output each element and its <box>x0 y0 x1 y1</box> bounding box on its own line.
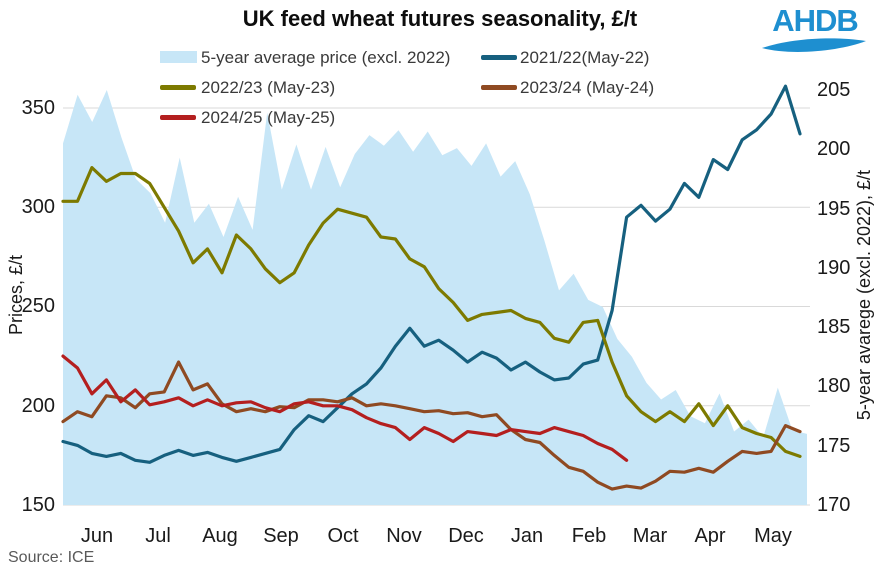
right-axis-tick-185: 185 <box>817 316 851 338</box>
legend-swatch-2024-25 <box>160 115 196 120</box>
left-axis-tick-200: 200 <box>21 395 55 417</box>
x-axis-label-jan: Jan <box>510 525 544 547</box>
x-axis-label-may: May <box>754 525 792 547</box>
ahdb-logo: AHDB <box>760 4 870 56</box>
right-axis-tick-190: 190 <box>817 257 851 279</box>
x-axis-label-apr: Apr <box>694 525 726 547</box>
left-axis-title: Prices, £/t <box>6 254 26 336</box>
x-axis-label-oct: Oct <box>327 525 359 547</box>
legend-swatch-5yr-area <box>160 51 197 63</box>
ahdb-logo-text: AHDB <box>772 3 859 38</box>
right-axis-title: 5-year avarege (excl. 2022), £/t <box>854 169 874 421</box>
x-axis-label-feb: Feb <box>571 525 607 547</box>
legend-swatch-2022-23 <box>160 85 196 90</box>
right-axis-tick-205: 205 <box>817 79 851 101</box>
right-axis-tick-175: 175 <box>817 435 851 457</box>
x-axis-label-jul: Jul <box>145 525 171 547</box>
chart-title: UK feed wheat futures seasonality, £/t <box>242 6 638 31</box>
left-axis-tick-300: 300 <box>21 196 55 218</box>
left-axis-tick-350: 350 <box>21 97 55 119</box>
x-axis-label-jun: Jun <box>80 525 114 547</box>
source-note: Source: ICE <box>8 549 95 566</box>
ahdb-logo-swoosh-icon <box>762 38 866 52</box>
x-axis-label-dec: Dec <box>448 525 484 547</box>
left-axis-tick-150: 150 <box>21 494 55 516</box>
legend-label-2021-22: 2021/22(May-22) <box>520 48 650 67</box>
legend-label-2023-24: 2023/24 (May-24) <box>520 78 655 97</box>
x-axis-label-mar: Mar <box>632 525 668 547</box>
legend-label-2024-25: 2024/25 (May-25) <box>201 108 336 127</box>
legend-swatch-2023-24 <box>481 85 517 90</box>
right-axis-tick-180: 180 <box>817 375 851 397</box>
right-axis-tick-200: 200 <box>817 138 851 160</box>
x-axis-label-sep: Sep <box>263 525 299 547</box>
right-axis-tick-195: 195 <box>817 198 851 220</box>
legend-label-2022-23: 2022/23 (May-23) <box>201 78 336 97</box>
x-axis-label-nov: Nov <box>386 525 422 547</box>
right-axis-tick-170: 170 <box>817 494 851 516</box>
legend-label-5yr-average: 5-year average price (excl. 2022) <box>201 48 451 67</box>
legend-swatch-2021-22 <box>481 55 517 60</box>
x-axis-label-aug: Aug <box>202 525 238 547</box>
left-axis-tick-250: 250 <box>21 295 55 317</box>
